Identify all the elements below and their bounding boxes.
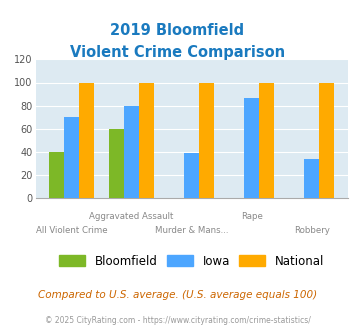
Bar [199,82,214,198]
Bar [139,82,154,198]
Bar [304,159,320,198]
Bar [184,153,199,198]
Bar [320,82,334,198]
Text: Murder & Mans...: Murder & Mans... [155,226,229,235]
Text: Compared to U.S. average. (U.S. average equals 100): Compared to U.S. average. (U.S. average … [38,290,317,300]
Text: Robbery: Robbery [294,226,330,235]
Bar [259,82,274,198]
Bar [124,106,139,198]
Bar [109,129,124,198]
Text: All Violent Crime: All Violent Crime [36,226,107,235]
Legend: Bloomfield, Iowa, National: Bloomfield, Iowa, National [55,250,329,273]
Text: © 2025 CityRating.com - https://www.cityrating.com/crime-statistics/: © 2025 CityRating.com - https://www.city… [45,315,310,325]
Text: Rape: Rape [241,212,263,221]
Text: Aggravated Assault: Aggravated Assault [89,212,174,221]
Bar [49,152,64,198]
Bar [244,98,259,198]
Text: Violent Crime Comparison: Violent Crime Comparison [70,45,285,59]
Text: 2019 Bloomfield: 2019 Bloomfield [110,23,245,38]
Bar [79,82,94,198]
Bar [64,117,79,198]
